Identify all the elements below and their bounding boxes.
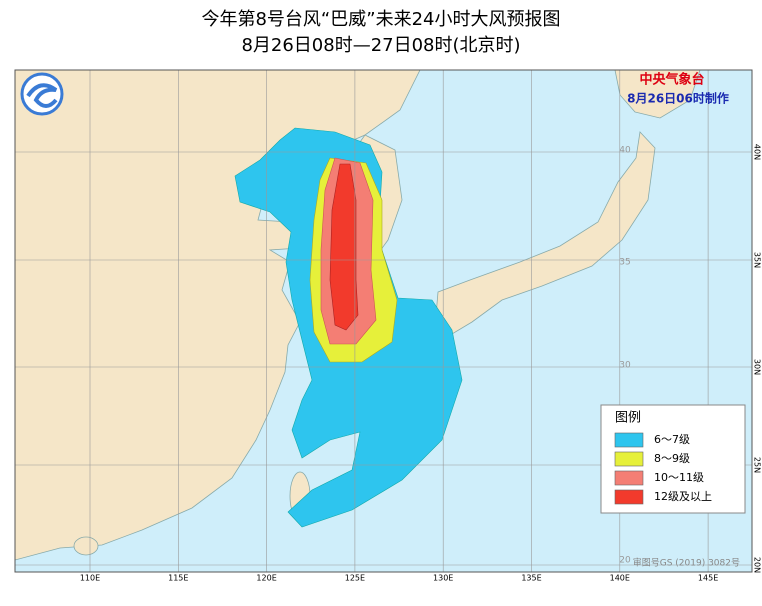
japan <box>435 131 656 335</box>
lat-label: 25N <box>753 457 762 473</box>
lat-label: 30N <box>753 359 762 375</box>
legend-items: 6～7级 8～9级 10～11级 12级及以上 <box>614 432 712 505</box>
inner-lat-label: 30 <box>619 361 631 371</box>
lat-label: 40N <box>753 144 762 160</box>
logo <box>20 72 64 116</box>
legend-label: 8～9级 <box>654 452 690 465</box>
agency-name: 中央气象台 <box>639 72 704 88</box>
legend-swatch <box>614 470 644 486</box>
lon-label: 115E <box>168 574 188 583</box>
inner-lat-label: 35 <box>619 258 630 268</box>
title: 今年第8号台风“巴威”未来24小时大风预报图 <box>201 9 560 30</box>
legend: 图例 6～7级 8～9级 10～11级 12级及以上 <box>600 404 746 514</box>
legend-swatch <box>614 489 644 505</box>
subtitle: 8月26日08时—27日08时(北京时) <box>241 35 520 56</box>
legend-label: 12级及以上 <box>654 490 712 503</box>
inner-lat-label: 20 <box>619 556 631 566</box>
legend-label: 6～7级 <box>654 433 690 446</box>
footer: 审图号GS (2019) 3082号 <box>633 557 740 569</box>
legend-title: 图例 <box>615 411 641 426</box>
wind-zone-12 <box>329 163 359 331</box>
lat-label: 20N <box>753 557 762 573</box>
hainan <box>73 536 99 556</box>
issue-time: 8月26日06时制作 <box>627 91 729 106</box>
lon-label: 120E <box>256 574 276 583</box>
legend-swatch <box>614 451 644 467</box>
lon-label: 135E <box>521 574 541 583</box>
map-frame <box>14 69 753 573</box>
lon-label: 140E <box>610 574 630 583</box>
lat-label: 35N <box>753 252 762 268</box>
inner-lat-label: 40 <box>619 146 631 156</box>
legend-swatch <box>614 432 644 448</box>
legend-label: 10～11级 <box>654 471 704 484</box>
lon-label: 125E <box>345 574 365 583</box>
lon-label: 130E <box>433 574 453 583</box>
lon-label: 145E <box>698 574 718 583</box>
map-body <box>15 70 752 572</box>
lon-label: 110E <box>80 574 100 583</box>
